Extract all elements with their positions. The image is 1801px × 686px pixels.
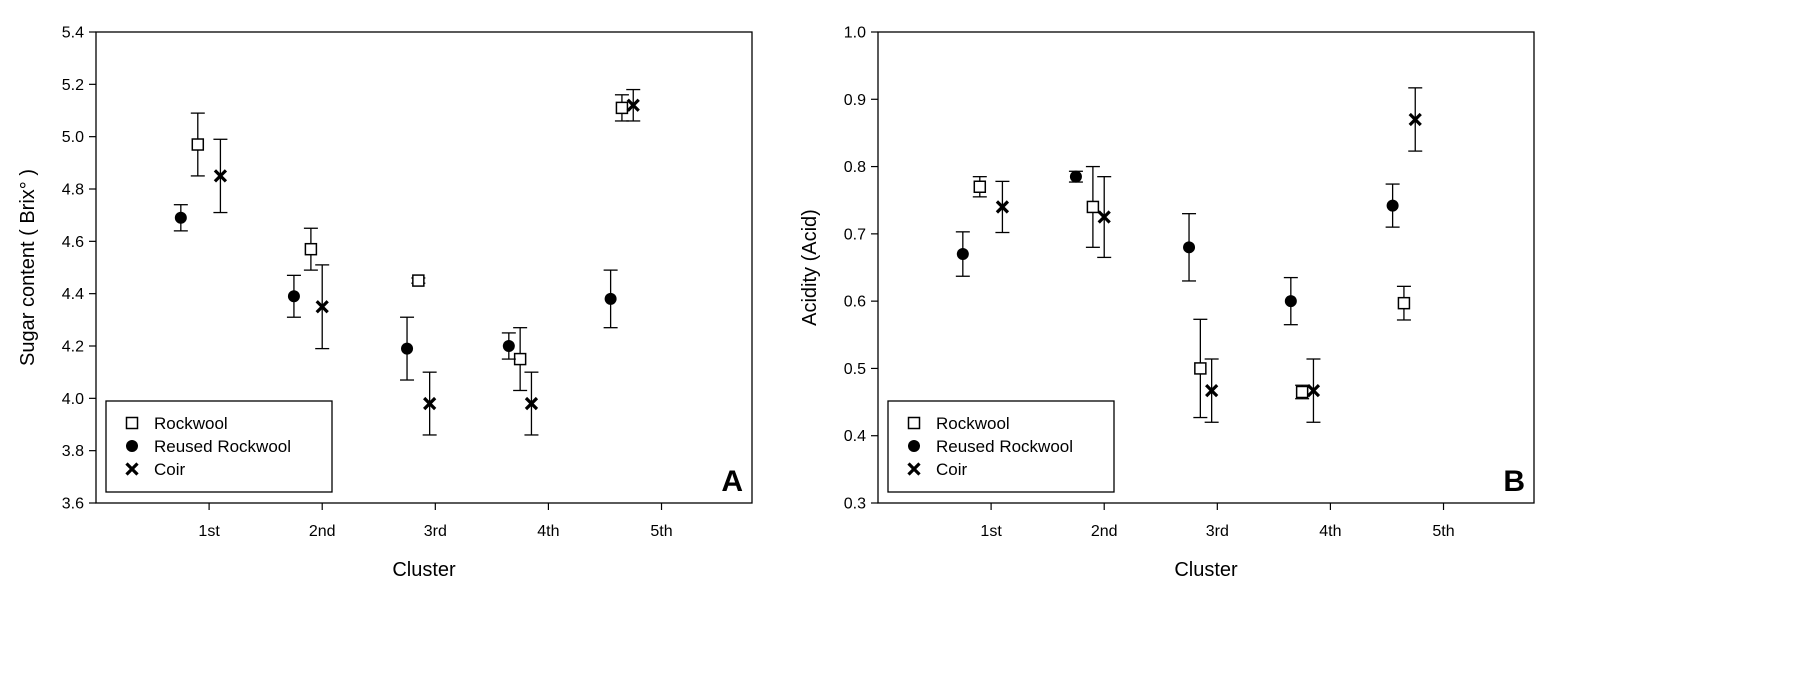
- data-point: [513, 352, 527, 366]
- y-tick-label: 4.2: [62, 339, 84, 356]
- x-tick-label: 5th: [1432, 523, 1454, 540]
- y-tick-label: 1.0: [844, 25, 866, 42]
- data-point: [524, 396, 539, 411]
- data-point: [1295, 385, 1309, 399]
- y-tick-label: 5.0: [62, 129, 84, 146]
- data-point: [956, 248, 969, 261]
- data-point: [213, 169, 228, 183]
- legend-marker-reused-rockwool: [126, 440, 138, 452]
- y-tick-label: 0.8: [844, 159, 866, 176]
- y-tick-label: 4.0: [62, 391, 84, 408]
- panel-label: A: [721, 465, 743, 498]
- data-point: [1097, 210, 1111, 224]
- data-point: [1408, 112, 1422, 127]
- data-point: [995, 200, 1010, 214]
- data-point: [973, 180, 987, 194]
- data-point: [1183, 241, 1196, 254]
- data-point: [412, 274, 425, 287]
- legend-box: [887, 400, 1115, 493]
- legend-label-coir: Coir: [154, 460, 186, 479]
- axis-ticks: 0.3 0.4 0.5 0.6 0.7 0.8 0.9 1.0 1st 2nd 3rd 4th 5th: [844, 25, 1455, 541]
- plot-area-frame: [95, 31, 753, 504]
- y-tick-label: 3.6: [62, 496, 84, 513]
- legend-label-coir: Coir: [936, 460, 968, 479]
- x-tick-label: 5th: [650, 523, 672, 540]
- legend: Rockwool Reused Rockwool Coir: [105, 400, 333, 493]
- data-point: [423, 396, 437, 411]
- series-coir: [213, 88, 641, 436]
- x-tick-label: 3rd: [1206, 523, 1229, 540]
- legend-marker-rockwool: [907, 416, 921, 430]
- data-point: [1284, 295, 1297, 308]
- y-tick-label: 5.4: [62, 25, 84, 42]
- data-marks: [955, 87, 1423, 423]
- legend-marker-coir: [907, 462, 921, 476]
- x-tick-label: 2nd: [1091, 523, 1118, 540]
- data-point: [604, 292, 617, 305]
- y-tick-label: 0.4: [844, 428, 866, 445]
- legend-label-rockwool: Rockwool: [154, 414, 228, 433]
- series-reused-rockwool: [955, 170, 1400, 326]
- y-tick-label: 4.6: [62, 234, 84, 251]
- data-point: [191, 138, 205, 151]
- legend-marker-rockwool: [125, 416, 139, 430]
- x-tick-label: 1st: [198, 523, 220, 540]
- legend: Rockwool Reused Rockwool Coir: [887, 400, 1115, 493]
- x-axis-title: Cluster: [392, 559, 456, 581]
- y-tick-label: 0.9: [844, 92, 866, 109]
- series-rockwool: [972, 165, 1411, 419]
- y-tick-label: 0.5: [844, 361, 866, 378]
- y-tick-label: 4.8: [62, 182, 84, 199]
- legend-marker-reused-rockwool: [908, 440, 920, 452]
- plot-area-frame: [877, 31, 1535, 504]
- data-point: [502, 340, 515, 352]
- series-rockwool: [190, 94, 629, 392]
- y-axis-title: Sugar content ( Brix° ): [17, 169, 39, 366]
- data-point: [1386, 199, 1399, 212]
- data-point: [1194, 362, 1207, 375]
- x-axis-title: Cluster: [1174, 559, 1238, 581]
- series-reused-rockwool: [173, 204, 618, 381]
- data-point: [1397, 296, 1411, 310]
- x-tick-label: 4th: [1319, 523, 1341, 540]
- y-tick-label: 3.8: [62, 443, 84, 460]
- y-tick-label: 0.6: [844, 294, 866, 311]
- data-point: [304, 242, 318, 256]
- data-point: [1205, 384, 1219, 398]
- chart-panel-a: 3.6 3.8 4.0 4.2 4.4 4.6 4.8 5.0 5.2 5.4 1st 2nd 3rd 4…: [17, 25, 753, 581]
- data-point: [615, 101, 629, 115]
- x-tick-label: 3rd: [424, 523, 447, 540]
- data-point: [1306, 384, 1321, 398]
- data-marks: [173, 88, 641, 436]
- legend-label-rockwool: Rockwool: [936, 414, 1010, 433]
- y-tick-label: 0.3: [844, 496, 866, 513]
- y-tick-label: 5.2: [62, 77, 84, 94]
- x-tick-label: 4th: [537, 523, 559, 540]
- data-point: [315, 300, 329, 314]
- data-point: [174, 211, 187, 224]
- data-point: [401, 342, 414, 355]
- data-point: [1069, 170, 1082, 183]
- axis-ticks: 3.6 3.8 4.0 4.2 4.4 4.6 4.8 5.0 5.2 5.4 1st 2nd 3rd 4…: [62, 25, 673, 541]
- x-tick-label: 1st: [980, 523, 1002, 540]
- y-tick-label: 0.7: [844, 226, 866, 243]
- y-axis-title: Acidity (Acid): [799, 209, 821, 326]
- legend-label-reused-rockwool: Reused Rockwool: [154, 437, 291, 456]
- x-tick-label: 2nd: [309, 523, 336, 540]
- y-tick-label: 4.4: [62, 286, 84, 303]
- data-point: [626, 98, 640, 112]
- data-point: [287, 290, 300, 303]
- series-coir: [995, 87, 1423, 423]
- data-point: [1086, 200, 1100, 214]
- legend-marker-coir: [125, 462, 139, 476]
- panel-label: B: [1503, 465, 1525, 498]
- legend-label-reused-rockwool: Reused Rockwool: [936, 437, 1073, 456]
- legend-box: [105, 400, 333, 493]
